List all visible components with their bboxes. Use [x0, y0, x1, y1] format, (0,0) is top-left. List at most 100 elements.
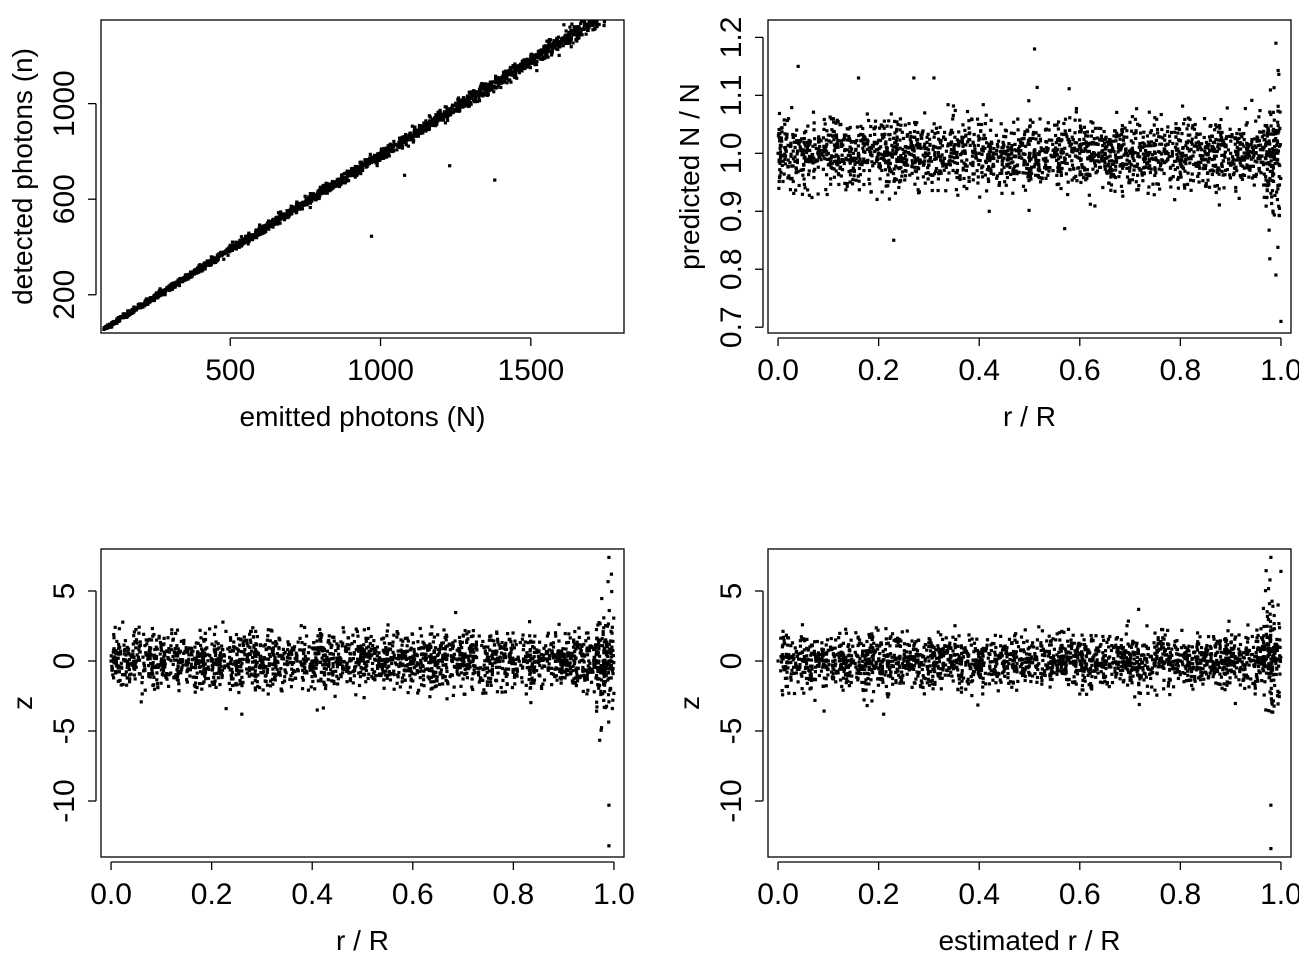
- data-point: [364, 639, 368, 643]
- data-point: [1104, 156, 1108, 160]
- data-point: [288, 212, 292, 216]
- data-point: [795, 149, 800, 153]
- data-point: [1115, 131, 1119, 135]
- data-point: [391, 145, 396, 149]
- data-point: [1249, 142, 1253, 147]
- data-point: [994, 152, 998, 156]
- data-point: [1089, 134, 1093, 138]
- data-point: [1183, 160, 1187, 164]
- data-point: [926, 177, 930, 181]
- data-point: [784, 137, 788, 141]
- data-point: [1197, 171, 1201, 176]
- data-point: [513, 71, 518, 75]
- data-point: [1125, 162, 1129, 166]
- data-point: [909, 141, 913, 146]
- data-point: [1194, 141, 1198, 145]
- data-point: [1169, 185, 1173, 189]
- y-tick-label: 0: [48, 653, 81, 670]
- data-point: [1162, 147, 1166, 151]
- data-point: [541, 57, 545, 61]
- data-point: [224, 629, 228, 633]
- data-point: [928, 155, 933, 160]
- data-point: [802, 140, 806, 145]
- data-point: [927, 137, 932, 141]
- data-point: [1103, 164, 1107, 168]
- data-point: [1199, 160, 1203, 164]
- data-point: [374, 155, 378, 159]
- data-point: [901, 147, 905, 152]
- data-point: [899, 153, 903, 158]
- data-point: [1255, 139, 1259, 143]
- data-point: [573, 25, 577, 29]
- data-point: [404, 143, 408, 147]
- data-point: [269, 219, 274, 224]
- data-point: [1012, 177, 1016, 182]
- data-point: [1132, 132, 1136, 136]
- data-point: [1229, 139, 1233, 143]
- data-point: [1149, 144, 1153, 148]
- data-point: [856, 174, 860, 178]
- data-point: [1000, 163, 1004, 167]
- data-point: [1140, 173, 1144, 177]
- data-point: [1104, 170, 1109, 174]
- data-point: [398, 145, 402, 149]
- data-point: [810, 154, 814, 158]
- data-point: [368, 160, 372, 164]
- data-point: [808, 148, 812, 153]
- data-point: [1043, 166, 1047, 170]
- data-point: [1116, 150, 1120, 154]
- data-point: [461, 96, 466, 100]
- data-point: [781, 179, 785, 184]
- data-point: [1163, 151, 1167, 156]
- data-point: [345, 172, 350, 176]
- data-point: [1233, 142, 1237, 146]
- data-point: [821, 167, 826, 171]
- data-point: [1194, 161, 1198, 165]
- data-point: [556, 47, 560, 52]
- data-point: [1217, 147, 1221, 151]
- data-point: [1274, 128, 1279, 133]
- data-point: [1274, 136, 1278, 141]
- data-point: [970, 117, 974, 121]
- data-point: [1148, 150, 1152, 155]
- data-point: [322, 680, 326, 684]
- data-point: [1072, 148, 1076, 152]
- data-point: [175, 280, 180, 284]
- data-point: [1109, 149, 1113, 153]
- data-point: [1156, 160, 1161, 164]
- data-point: [779, 136, 783, 140]
- data-point: [251, 660, 255, 664]
- data-point: [186, 272, 191, 277]
- data-point: [844, 188, 848, 192]
- data-point: [258, 232, 262, 237]
- data-point: [861, 126, 865, 131]
- data-point: [877, 138, 881, 142]
- data-point: [1190, 137, 1194, 141]
- data-point: [1268, 148, 1272, 152]
- data-point: [349, 168, 353, 173]
- data-point: [979, 129, 983, 133]
- data-point: [836, 156, 841, 160]
- data-point: [381, 150, 385, 154]
- data-point: [1249, 157, 1253, 161]
- data-point: [953, 142, 957, 147]
- data-point: [1072, 166, 1076, 171]
- data-point: [1259, 130, 1264, 134]
- data-point: [1131, 152, 1135, 156]
- data-point: [791, 157, 795, 161]
- data-point: [368, 156, 372, 160]
- data-point: [575, 33, 579, 38]
- data-point: [327, 634, 331, 638]
- data-point: [877, 151, 881, 155]
- data-point: [1191, 179, 1196, 183]
- data-point: [799, 146, 803, 151]
- data-point: [335, 182, 339, 186]
- data-point: [1029, 177, 1033, 181]
- data-point: [347, 169, 351, 174]
- data-point: [1188, 133, 1192, 137]
- data-point: [896, 147, 900, 151]
- data-point: [875, 159, 879, 164]
- data-point: [1020, 137, 1024, 141]
- data-point: [1036, 175, 1040, 179]
